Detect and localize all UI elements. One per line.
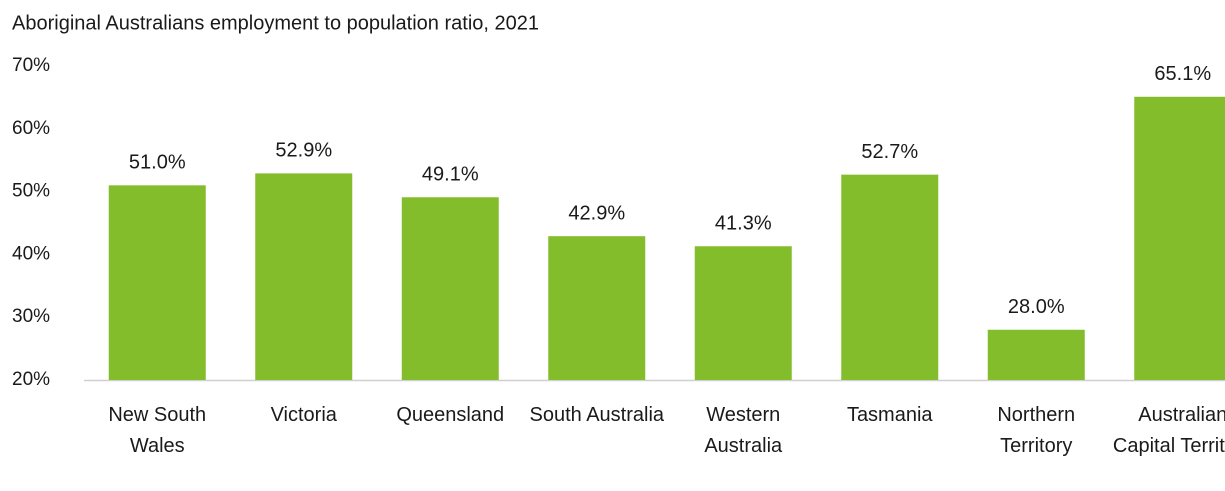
x-tick-label: Tasmania xyxy=(846,404,933,426)
bar xyxy=(1134,96,1225,380)
x-tick-label: Victoria xyxy=(270,404,337,426)
y-tick-label: 50% xyxy=(12,181,50,202)
x-tick-label: South Australia xyxy=(529,404,665,426)
y-tick-label: 70% xyxy=(12,55,50,76)
x-tick-label: Queensland xyxy=(396,404,505,426)
x-tick-label: Northern Territory xyxy=(997,404,1076,457)
value-label: 52.9% xyxy=(275,140,332,162)
chart-title: Aboriginal Australians employment to pop… xyxy=(12,12,539,34)
y-tick-label: 30% xyxy=(12,306,50,327)
value-label: 65.1% xyxy=(1154,63,1211,85)
bar xyxy=(841,174,939,380)
y-tick-label: 20% xyxy=(12,369,50,390)
value-label: 41.3% xyxy=(715,213,772,235)
y-tick-label: 60% xyxy=(12,118,50,139)
bar xyxy=(987,329,1085,380)
value-label: 52.7% xyxy=(861,141,918,163)
y-tick-label: 40% xyxy=(12,243,50,264)
bar xyxy=(108,185,206,380)
value-label: 28.0% xyxy=(1008,296,1065,318)
bar xyxy=(401,197,499,380)
x-tick-label: Australian Capital Territory xyxy=(1112,404,1225,457)
x-tick-label: New South Wales xyxy=(108,404,207,457)
value-label: 42.9% xyxy=(568,202,625,224)
bar xyxy=(255,173,353,380)
value-label: 49.1% xyxy=(422,164,479,186)
x-tick-label: Western Australia xyxy=(704,404,783,457)
bar xyxy=(694,246,792,380)
bar xyxy=(548,236,646,380)
value-label: 51.0% xyxy=(129,152,186,174)
